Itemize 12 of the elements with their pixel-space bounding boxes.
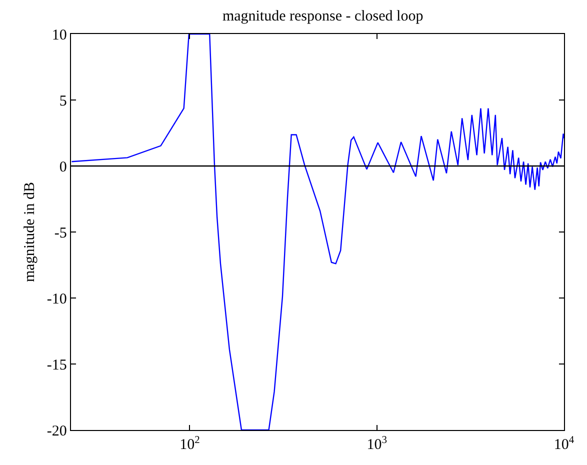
y-tick-label: -10 [46, 291, 67, 308]
x-tick-label: 10$^{4}$ [554, 434, 575, 454]
y-tick-label: 5 [59, 93, 67, 110]
y-tick-label: 0 [59, 159, 67, 176]
y-tick-label: -15 [46, 357, 67, 374]
chart-title: magnitude response - closed loop [222, 8, 424, 24]
y-tick-label: -20 [46, 423, 67, 440]
x-tick-label: 10$^{2}$ [180, 434, 200, 454]
y-axis-title: magnitude in dB [22, 182, 38, 282]
x-tick-label: 10$^{3}$ [366, 434, 387, 454]
y-tick-label: 10 [52, 27, 67, 44]
y-tick-label: -5 [54, 225, 67, 242]
